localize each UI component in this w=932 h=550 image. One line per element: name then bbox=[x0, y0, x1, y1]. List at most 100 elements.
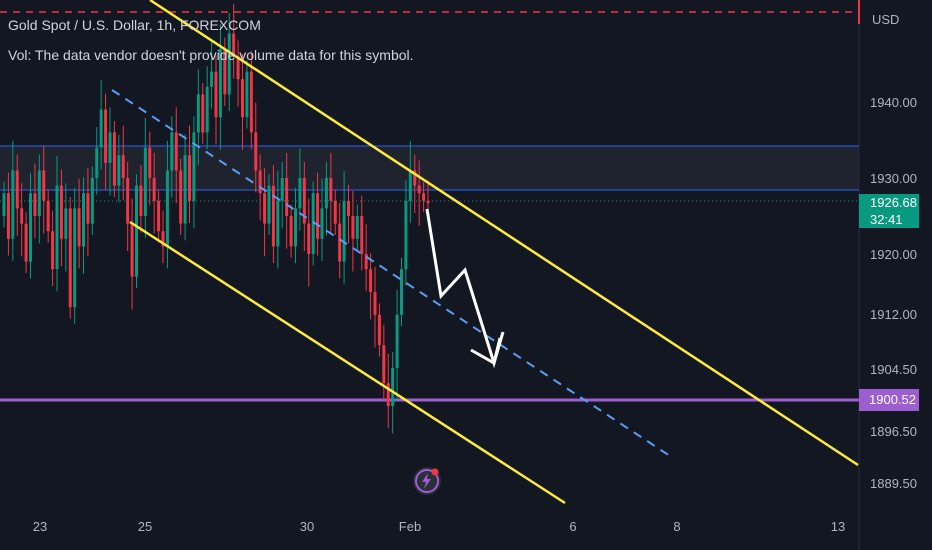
candle-body bbox=[183, 155, 187, 224]
candle-body bbox=[223, 48, 227, 95]
candle-body bbox=[11, 170, 15, 239]
candle-body bbox=[157, 200, 161, 232]
candle-body bbox=[55, 185, 59, 270]
projection-arrow-head bbox=[470, 337, 502, 366]
candle-body bbox=[188, 155, 191, 201]
candle-body bbox=[324, 178, 328, 209]
candle-body bbox=[68, 208, 72, 308]
candle-body bbox=[152, 178, 156, 201]
candle-body bbox=[408, 170, 412, 201]
x-tick-label: 23 bbox=[32, 519, 48, 534]
candle-body bbox=[386, 383, 390, 406]
candle-body bbox=[404, 200, 408, 270]
candle-body bbox=[130, 223, 134, 277]
candle-body bbox=[413, 170, 417, 186]
candle-body bbox=[90, 178, 94, 224]
candle-body bbox=[135, 185, 138, 277]
candle-body bbox=[161, 231, 165, 247]
candle-body bbox=[417, 185, 421, 194]
candle-body bbox=[302, 178, 306, 224]
x-tick-label: 8 bbox=[673, 519, 681, 534]
candle-body bbox=[369, 269, 373, 292]
candle-body bbox=[426, 200, 430, 204]
x-tick-label: Feb bbox=[398, 519, 422, 534]
candle-body bbox=[280, 178, 284, 201]
candle-body bbox=[276, 200, 280, 247]
candle-body bbox=[329, 178, 333, 201]
candle-body bbox=[249, 71, 253, 133]
candles-layer bbox=[2, 3, 430, 434]
y-tick-label: 1889.50 bbox=[870, 476, 917, 491]
candle-body bbox=[73, 208, 77, 308]
currency-label[interactable]: USD bbox=[872, 12, 900, 27]
candle-body bbox=[320, 208, 324, 239]
candle-body bbox=[373, 292, 377, 315]
candle-body bbox=[51, 231, 55, 270]
candle-body bbox=[64, 208, 68, 239]
symbol-legend[interactable]: Gold Spot / U.S. Dollar, 1h, FOREXCOM bbox=[8, 17, 261, 33]
candle-body bbox=[82, 193, 85, 247]
candle-body bbox=[24, 223, 28, 262]
candle-body bbox=[232, 33, 236, 57]
candle-body bbox=[148, 147, 152, 178]
x-tick-label: 6 bbox=[569, 519, 577, 534]
candle-body bbox=[126, 178, 130, 224]
y-tick-label: 1940.00 bbox=[870, 95, 917, 110]
candle-body bbox=[364, 254, 368, 270]
candle-body bbox=[391, 368, 395, 406]
candle-body bbox=[77, 208, 81, 247]
channel-lower-line[interactable] bbox=[129, 220, 566, 505]
candle-body bbox=[218, 48, 222, 118]
candle-body bbox=[95, 147, 99, 178]
candle-body bbox=[108, 132, 112, 163]
x-tick-label: 13 bbox=[830, 519, 846, 534]
candle-body bbox=[333, 200, 337, 224]
candle-body bbox=[360, 216, 364, 254]
candle-body bbox=[347, 200, 350, 216]
candle-body bbox=[210, 71, 214, 87]
candle-body bbox=[174, 132, 178, 171]
channel-upper-line[interactable] bbox=[149, 0, 859, 467]
candle-body bbox=[205, 86, 209, 133]
lightning-icon[interactable] bbox=[413, 467, 441, 495]
y-tick-label: 1896.50 bbox=[870, 424, 917, 439]
candle-body bbox=[241, 79, 244, 118]
candle-body bbox=[86, 193, 90, 224]
y-tick-label: 1920.00 bbox=[870, 247, 917, 262]
candle-body bbox=[285, 178, 289, 216]
candle-body bbox=[179, 170, 183, 224]
candle-body bbox=[267, 185, 271, 224]
candle-body bbox=[6, 193, 10, 239]
candle-body bbox=[121, 155, 125, 178]
candle-body bbox=[400, 269, 403, 315]
candle-body bbox=[351, 216, 355, 239]
candle-body bbox=[2, 193, 6, 216]
current-price-value: 1926.68 bbox=[870, 195, 917, 210]
candle-body bbox=[422, 193, 426, 201]
candle-body bbox=[214, 71, 218, 118]
candle-body bbox=[382, 345, 386, 384]
candle-body bbox=[258, 170, 262, 194]
candle-body bbox=[196, 94, 200, 133]
candle-body bbox=[42, 170, 46, 201]
candle-body bbox=[395, 314, 399, 368]
candle-body bbox=[263, 193, 267, 224]
candle-body bbox=[170, 132, 174, 171]
candle-body bbox=[271, 185, 275, 247]
candle-body bbox=[342, 200, 346, 262]
candle-body bbox=[307, 223, 311, 254]
candle-body bbox=[15, 170, 19, 209]
candle-body bbox=[117, 155, 121, 186]
candle-body bbox=[236, 56, 240, 80]
candle-body bbox=[298, 178, 302, 209]
candle-body bbox=[294, 208, 297, 247]
current-price-label: 1926.68 32:41 bbox=[859, 194, 919, 228]
candle-body bbox=[289, 216, 293, 247]
candle-body bbox=[59, 185, 63, 239]
candle-body bbox=[143, 147, 147, 216]
candle-body bbox=[29, 193, 32, 262]
candle-body bbox=[192, 132, 196, 201]
y-tick-label: 1912.00 bbox=[870, 307, 917, 322]
